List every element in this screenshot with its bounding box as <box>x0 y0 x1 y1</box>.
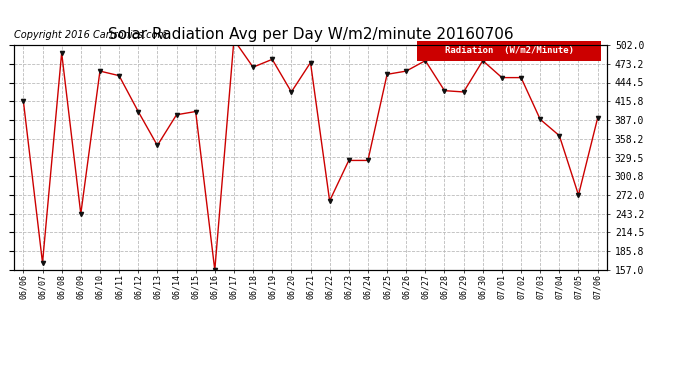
Title: Solar Radiation Avg per Day W/m2/minute 20160706: Solar Radiation Avg per Day W/m2/minute … <box>108 27 513 42</box>
Text: Radiation  (W/m2/Minute): Radiation (W/m2/Minute) <box>445 46 574 55</box>
Text: Copyright 2016 Cartronics.com: Copyright 2016 Cartronics.com <box>14 30 167 40</box>
FancyBboxPatch shape <box>417 40 601 61</box>
